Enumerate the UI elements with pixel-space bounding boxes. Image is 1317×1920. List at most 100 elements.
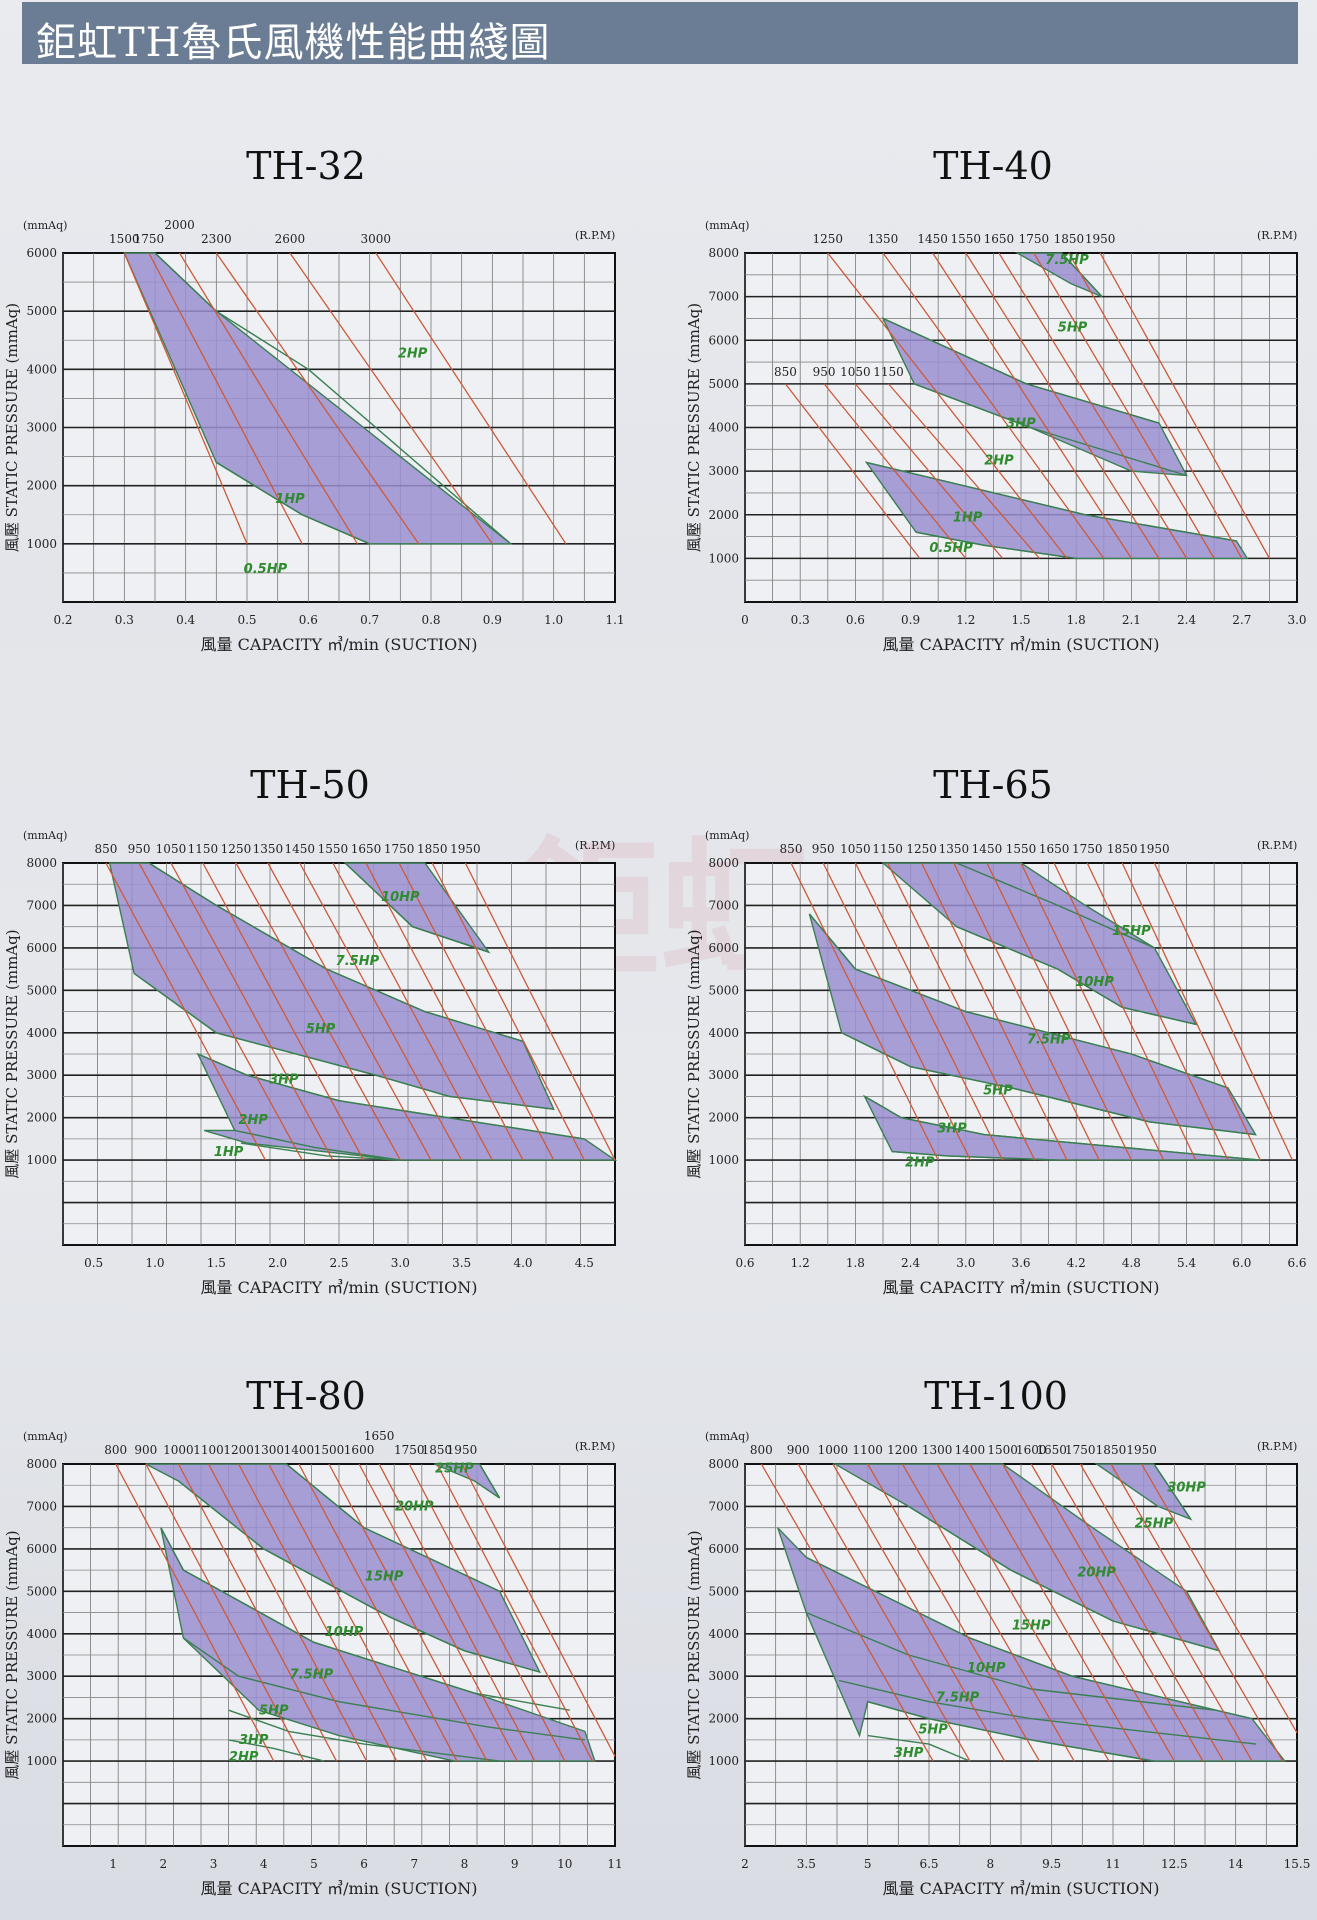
x-tick-label: 4.8 — [1122, 1256, 1141, 1270]
rpm-label-1400: 1400 — [284, 1443, 315, 1457]
rpm-line-4 — [238, 1463, 398, 1762]
rpm-label-2300: 2300 — [201, 232, 232, 246]
hp-curve-4 — [915, 531, 1077, 560]
hp-label-3HP: 3HP — [239, 1733, 269, 1748]
rpm-label-950: 950 — [128, 842, 151, 856]
x-tick-label: 1.2 — [956, 613, 975, 627]
chart-5: 800 900 1000 1100 1200 1300 1400 15001600165017… — [685, 1430, 1310, 1898]
hp-curve-6 — [228, 1739, 325, 1762]
rpm-line-10 — [408, 1463, 566, 1762]
y-tick-label: 8000 — [708, 1457, 739, 1471]
hp-label-7.5HP: 7.5HP — [936, 1691, 980, 1706]
y-tick-label: 1000 — [26, 1754, 57, 1768]
rpm-label-1500: 1500 — [109, 232, 140, 246]
rpm-label-1850: 1850 — [1096, 1443, 1127, 1457]
y-tick-label: 2000 — [26, 479, 57, 493]
y-axis-label: 風壓 STATIC PRESSURE (mmAq) — [3, 1530, 21, 1779]
y-tick-label: 6000 — [26, 1542, 57, 1556]
rpm-line-2 — [177, 1463, 338, 1762]
hp-label-10HP: 10HP — [967, 1661, 1006, 1676]
y-tick-label: 7000 — [708, 898, 739, 912]
rpm-label-1550: 1550 — [318, 842, 349, 856]
rpm-line-1 — [145, 1463, 305, 1762]
hp-curve-0 — [154, 252, 512, 545]
rpm-unit-label: (R.P.M) — [1257, 229, 1297, 242]
rpm-line-3 — [202, 862, 365, 1161]
rpm-line-2 — [832, 1463, 1006, 1762]
rpm-line-3 — [867, 1463, 1040, 1762]
x-tick-label: 2.4 — [901, 1256, 920, 1270]
hp-curve-3 — [841, 1032, 1256, 1136]
rpm-line-6 — [299, 862, 463, 1161]
rpm-unit-label: (R.P.M) — [1257, 839, 1297, 852]
rpm-label-1650: 1650 — [1036, 1443, 1067, 1457]
x-tick-label: 1.2 — [791, 1256, 810, 1270]
hp-curve-1 — [215, 461, 370, 545]
hp-label-3HP: 3HP — [1006, 417, 1036, 432]
rpm-line-0 — [790, 862, 939, 1161]
rpm-line-4 — [289, 252, 493, 545]
rpm-line-3 — [887, 862, 1036, 1161]
hp-label-15HP: 15HP — [1112, 924, 1151, 939]
rpm-label-1050: 1050 — [840, 842, 871, 856]
x-tick-label: 3.0 — [956, 1256, 975, 1270]
rpm-label-1050: 1050 — [156, 842, 187, 856]
rpm-line-12 — [1141, 1463, 1298, 1734]
rpm-line-9 — [1033, 252, 1215, 559]
y-tick-label: 1000 — [26, 1153, 57, 1167]
rpm-line-4 — [827, 252, 1068, 559]
y-tick-label: 5000 — [708, 983, 739, 997]
hp-label-2HP: 2HP — [238, 1113, 268, 1128]
hp-label-2HP: 2HP — [984, 454, 1014, 469]
hp-label-1HP: 1HP — [275, 492, 305, 507]
rpm-label-1750: 1750 — [134, 232, 165, 246]
y-tick-label: 4000 — [26, 1026, 57, 1040]
rpm-line-6 — [969, 1463, 1143, 1762]
hp-label-20HP: 20HP — [1077, 1565, 1116, 1580]
y-tick-label: 2000 — [26, 1111, 57, 1125]
x-tick-label: 0 — [741, 613, 749, 627]
rpm-label-1850: 1850 — [1054, 232, 1085, 246]
hp-label-3HP: 3HP — [269, 1073, 299, 1088]
x-tick-label: 8 — [461, 1857, 469, 1871]
chart-2: 850 950 1050 1150 1250 1350 1450 1550 1650 1750 18… — [3, 829, 618, 1297]
rpm-line-7 — [328, 1463, 488, 1762]
rpm-label-1500: 1500 — [987, 1443, 1018, 1457]
rpm-line-11 — [1110, 1463, 1284, 1762]
rpm-line-3 — [888, 383, 1040, 559]
x-tick-label: 1.1 — [605, 613, 624, 627]
hp-label-15HP: 15HP — [1012, 1619, 1051, 1634]
y-unit-label: (mmAq) — [705, 829, 749, 842]
x-axis-label: 風量 CAPACITY ㎥/min (SUCTION) — [201, 1278, 478, 1297]
x-tick-label: 6.6 — [1287, 1256, 1306, 1270]
x-tick-label: 1 — [109, 1857, 117, 1871]
rpm-label-1000: 1000 — [818, 1443, 849, 1457]
x-tick-label: 0.4 — [176, 613, 195, 627]
rpm-line-3 — [215, 252, 420, 545]
x-axis-label: 風量 CAPACITY ㎥/min (SUCTION) — [883, 635, 1160, 654]
hp-label-15HP: 15HP — [365, 1570, 404, 1585]
rpm-line-1 — [823, 383, 967, 559]
rpm-label-1400: 1400 — [955, 1443, 986, 1457]
header-banner: 鉅虹TH魯氏風機性能曲綫圖 — [22, 2, 1298, 66]
x-axis-label: 風量 CAPACITY ㎥/min (SUCTION) — [883, 1278, 1160, 1297]
x-tick-label: 1.8 — [846, 1256, 865, 1270]
rpm-line-9 — [1086, 862, 1229, 1161]
rpm-label-1300: 1300 — [253, 1443, 284, 1457]
rpm-line-8 — [1030, 1463, 1204, 1762]
rpm-line-7 — [1020, 862, 1165, 1161]
hp-curve-6 — [867, 1734, 971, 1762]
rpm-label-1150: 1150 — [873, 365, 904, 379]
rpm-line-5 — [267, 862, 432, 1161]
x-tick-label: 7 — [410, 1857, 418, 1871]
x-tick-label: 2 — [160, 1857, 168, 1871]
rpm-label-1850: 1850 — [417, 842, 448, 856]
chart-title-0: TH-32 — [246, 144, 366, 188]
rpm-unit-label: (R.P.M) — [575, 1440, 615, 1453]
chart-1: 850 950 1050 1150 1250 1350 1450 1550 1650 1750 18… — [685, 219, 1307, 654]
y-tick-label: 2000 — [708, 1712, 739, 1726]
hp-label-3HP: 3HP — [894, 1746, 924, 1761]
rpm-label-1550: 1550 — [951, 232, 982, 246]
rpm-label-1950: 1950 — [1139, 842, 1170, 856]
y-unit-label: (mmAq) — [23, 829, 67, 842]
